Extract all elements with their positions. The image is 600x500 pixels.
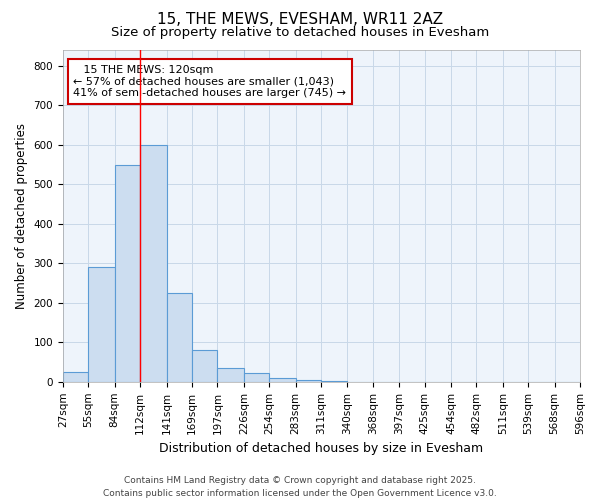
Bar [296,380,321,382]
Bar [115,166,140,382]
Bar [321,381,347,382]
Bar [140,145,167,382]
Bar [88,268,115,382]
Text: 15 THE MEWS: 120sqm
← 57% of detached houses are smaller (1,043)
41% of semi-det: 15 THE MEWS: 120sqm ← 57% of detached ho… [73,65,346,98]
Bar [167,293,192,382]
Bar [244,373,269,382]
Bar [269,378,296,382]
Text: 15, THE MEWS, EVESHAM, WR11 2AZ: 15, THE MEWS, EVESHAM, WR11 2AZ [157,12,443,28]
Text: Size of property relative to detached houses in Evesham: Size of property relative to detached ho… [111,26,489,39]
Bar [192,350,217,382]
Bar [63,372,88,382]
Y-axis label: Number of detached properties: Number of detached properties [15,123,28,309]
Bar [217,368,244,382]
X-axis label: Distribution of detached houses by size in Evesham: Distribution of detached houses by size … [160,442,484,455]
Text: Contains HM Land Registry data © Crown copyright and database right 2025.
Contai: Contains HM Land Registry data © Crown c… [103,476,497,498]
